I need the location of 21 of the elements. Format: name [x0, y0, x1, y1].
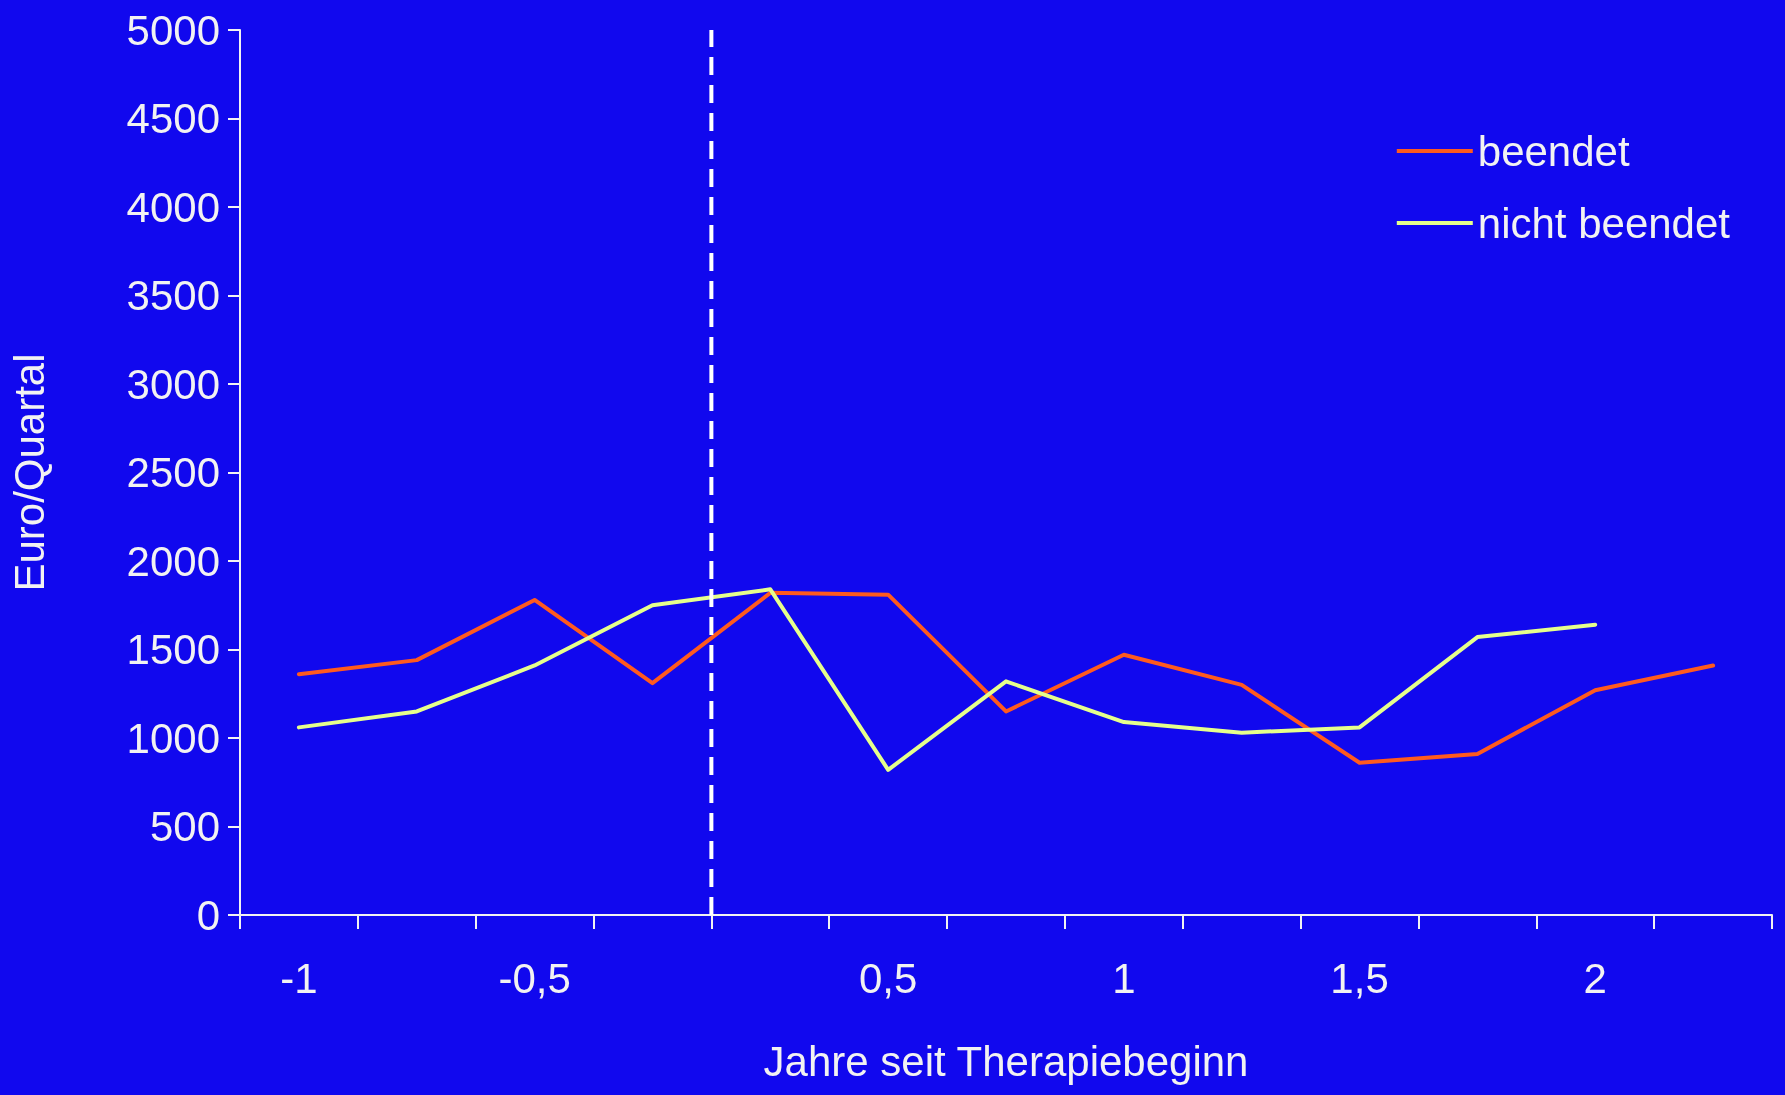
- x-tick-label: 1,5: [1330, 954, 1389, 1002]
- x-axis-title: Jahre seit Therapiebeginn: [763, 1037, 1249, 1085]
- y-tick-label: 0: [196, 891, 220, 939]
- y-tick-label: 500: [149, 803, 220, 850]
- y-tick-label: 3000: [126, 360, 220, 408]
- legend-label: nicht beendet: [1477, 199, 1731, 247]
- y-tick-label: 1000: [126, 714, 220, 762]
- y-tick-label: 5000: [126, 6, 220, 54]
- y-axis-title: Euro/Quartal: [5, 353, 53, 592]
- y-tick-label: 2500: [126, 449, 220, 496]
- y-tick-label: 4500: [126, 95, 220, 142]
- y-tick-label: 3500: [126, 272, 220, 319]
- x-tick-label: 1: [1112, 954, 1136, 1002]
- x-tick-label: 0,5: [858, 954, 918, 1002]
- legend-label: beendet: [1477, 127, 1630, 175]
- y-tick-label: 2000: [126, 537, 220, 585]
- x-tick-label: -1: [280, 954, 318, 1002]
- y-tick-label: 1500: [126, 626, 220, 673]
- y-tick-label: 4000: [126, 183, 220, 231]
- x-tick-label: 2: [1583, 954, 1607, 1002]
- x-tick-label: -0,5: [498, 954, 571, 1002]
